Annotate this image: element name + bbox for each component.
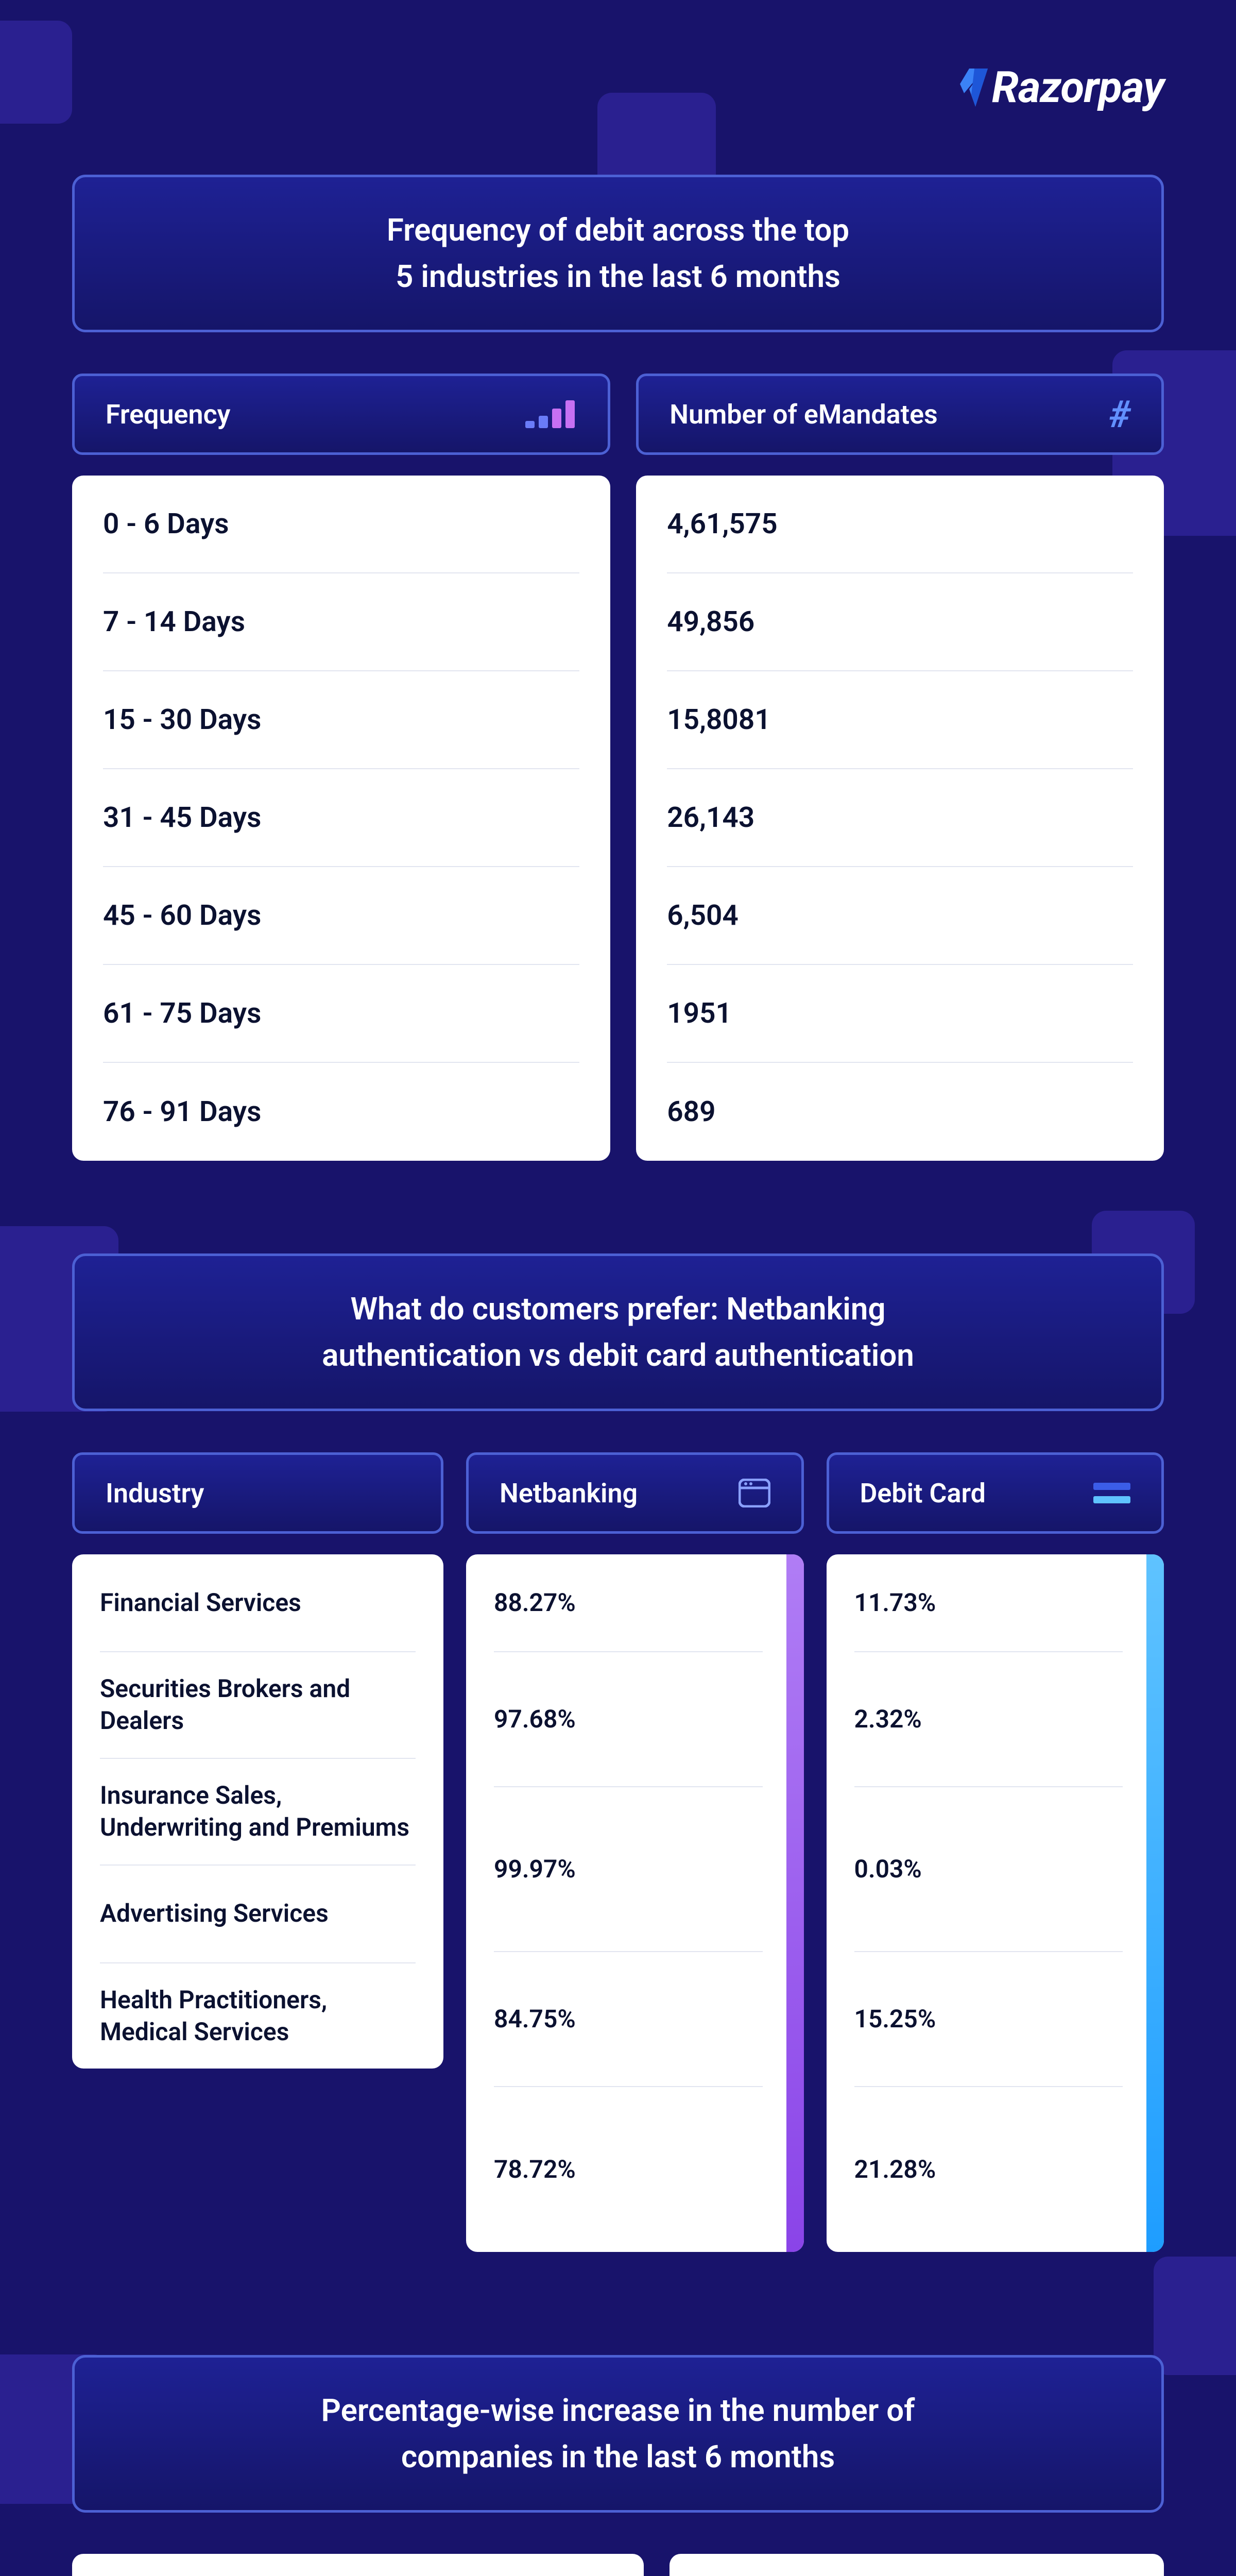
table-row: 61 - 75 Days xyxy=(103,965,579,1063)
section1-col1-header: Frequency xyxy=(72,374,610,455)
hash-icon: # xyxy=(1109,393,1130,436)
col-header-label: Number of eMandates xyxy=(670,399,938,430)
table-row: 2.32% xyxy=(854,1652,1123,1787)
table-row: 0.03% xyxy=(854,1787,1123,1952)
section1-col2-header: Number of eMandates # xyxy=(636,374,1164,455)
section2-col3-header: Debit Card xyxy=(827,1452,1164,1534)
table-row: 76 - 91 Days xyxy=(103,1063,579,1161)
table-row: Advertising Services xyxy=(100,1866,416,1963)
table-row: 84.75% xyxy=(494,1952,762,2087)
table-row: 0 - 6 Days xyxy=(103,476,579,573)
section2-col1-body: Financial Services Securities Brokers an… xyxy=(72,1554,443,2069)
card-financial-services: Financial Services 45% xyxy=(72,2554,644,2576)
section1-table: Frequency 0 - 6 Days 7 - 14 Days 15 - 30… xyxy=(72,374,1164,1161)
razorpay-logo-icon xyxy=(960,69,988,107)
razorpay-logo: Razorpay xyxy=(960,62,1164,113)
table-row: 21.28% xyxy=(854,2087,1123,2252)
card-icon xyxy=(1093,1483,1130,1503)
table-row: 7 - 14 Days xyxy=(103,573,579,671)
bar-chart-icon xyxy=(525,400,577,428)
table-row: 45 - 60 Days xyxy=(103,867,579,965)
section2-col3-body: 11.73% 2.32% 0.03% 15.25% 21.28% xyxy=(827,1554,1164,2252)
accent-stripe-purple xyxy=(786,1554,804,2252)
table-row: 689 xyxy=(667,1063,1133,1161)
col-header-label: Netbanking xyxy=(500,1478,638,1509)
col-header-label: Debit Card xyxy=(860,1478,986,1509)
header-logo-row: Razorpay xyxy=(72,62,1164,113)
table-row: 99.97% xyxy=(494,1787,762,1952)
table-row: Financial Services xyxy=(100,1554,416,1652)
section1-title: Frequency of debit across the top 5 indu… xyxy=(72,175,1164,332)
table-row: 49,856 xyxy=(667,573,1133,671)
section2-col2-body: 88.27% 97.68% 99.97% 84.75% 78.72% xyxy=(466,1554,803,2252)
table-row: 78.72% xyxy=(494,2087,762,2252)
section2-title: What do customers prefer: Netbanking aut… xyxy=(72,1253,1164,1411)
table-row: 97.68% xyxy=(494,1652,762,1787)
section3-row1: Financial Services 45% xyxy=(72,2554,1164,2576)
section3-title: Percentage-wise increase in the number o… xyxy=(72,2355,1164,2513)
card-others: Others 29% xyxy=(670,2554,1164,2576)
section2-table: Industry Financial Services Securities B… xyxy=(72,1452,1164,2252)
section2-col2-header: Netbanking xyxy=(466,1452,803,1534)
browser-window-icon xyxy=(739,1479,770,1507)
table-row: 1951 xyxy=(667,965,1133,1063)
section1-col2-body: 4,61,575 49,856 15,8081 26,143 6,504 195… xyxy=(636,476,1164,1161)
table-row: Insurance Sales, Underwriting and Premiu… xyxy=(100,1759,416,1866)
section1-col1-body: 0 - 6 Days 7 - 14 Days 15 - 30 Days 31 -… xyxy=(72,476,610,1161)
table-row: 6,504 xyxy=(667,867,1133,965)
table-row: 15 - 30 Days xyxy=(103,671,579,769)
table-row: 4,61,575 xyxy=(667,476,1133,573)
table-row: 31 - 45 Days xyxy=(103,769,579,867)
table-row: 15.25% xyxy=(854,1952,1123,2087)
table-row: 26,143 xyxy=(667,769,1133,867)
table-row: 11.73% xyxy=(854,1554,1123,1652)
section2-col1-header: Industry xyxy=(72,1452,443,1534)
accent-stripe-blue xyxy=(1146,1554,1164,2252)
razorpay-logo-text: Razorpay xyxy=(992,62,1164,113)
col-header-label: Frequency xyxy=(106,399,231,430)
table-row: Health Practitioners, Medical Services xyxy=(100,1963,416,2069)
table-row: 15,8081 xyxy=(667,671,1133,769)
table-row: Securities Brokers and Dealers xyxy=(100,1652,416,1759)
col-header-label: Industry xyxy=(106,1478,204,1509)
table-row: 88.27% xyxy=(494,1554,762,1652)
